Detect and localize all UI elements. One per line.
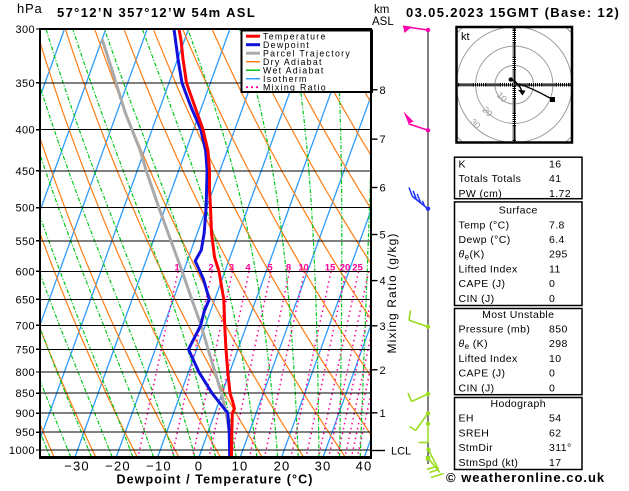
svg-text:8: 8	[286, 263, 291, 274]
svg-text:6.4: 6.4	[549, 234, 565, 246]
svg-text:kt: kt	[461, 31, 470, 43]
svg-text:Most Unstable: Most Unstable	[482, 309, 554, 321]
svg-text:0: 0	[195, 459, 203, 474]
svg-text:600: 600	[15, 266, 35, 278]
svg-text:Wet Adiabat: Wet Adiabat	[263, 65, 325, 75]
svg-text:CAPE (J): CAPE (J)	[459, 368, 506, 380]
svg-text:Parcel Trajectory: Parcel Trajectory	[263, 48, 351, 58]
svg-text:700: 700	[15, 320, 35, 332]
svg-text:hPa: hPa	[17, 1, 43, 16]
svg-text:03.05.2023 15GMT (Base: 12): 03.05.2023 15GMT (Base: 12)	[406, 5, 620, 20]
svg-text:400: 400	[15, 125, 35, 137]
svg-text:450: 450	[15, 166, 35, 178]
svg-text:850: 850	[549, 324, 568, 336]
svg-text:Lifted Index: Lifted Index	[459, 353, 518, 365]
svg-text:K: K	[459, 159, 466, 171]
svg-text:850: 850	[15, 388, 35, 400]
svg-text:0: 0	[549, 278, 555, 290]
svg-text:Dewpoint / Temperature (°C): Dewpoint / Temperature (°C)	[117, 473, 314, 487]
svg-text:16: 16	[549, 159, 561, 171]
svg-text:4: 4	[380, 276, 386, 288]
svg-text:4: 4	[245, 263, 251, 274]
svg-text:750: 750	[15, 344, 35, 356]
svg-text:θe(K): θe(K)	[459, 249, 485, 262]
svg-text:Totals Totals: Totals Totals	[459, 173, 522, 185]
svg-text:−10: −10	[146, 459, 172, 474]
svg-text:Mixing Ratio (g/kg): Mixing Ratio (g/kg)	[385, 233, 399, 354]
svg-text:350: 350	[15, 78, 35, 90]
svg-text:900: 900	[15, 408, 35, 420]
svg-text:7.8: 7.8	[549, 219, 565, 231]
svg-text:Surface: Surface	[499, 205, 538, 217]
svg-text:300: 300	[15, 24, 35, 36]
svg-text:57°12’N 357°12’W 54m ASL: 57°12’N 357°12’W 54m ASL	[57, 5, 256, 20]
svg-text:15: 15	[325, 263, 336, 274]
svg-text:800: 800	[15, 367, 35, 379]
svg-text:7: 7	[380, 134, 386, 146]
svg-text:20: 20	[274, 459, 291, 474]
svg-text:0: 0	[549, 293, 555, 305]
svg-text:550: 550	[15, 236, 35, 248]
svg-text:Hodograph: Hodograph	[490, 398, 546, 410]
svg-text:−30: −30	[64, 459, 90, 474]
svg-text:km: km	[374, 4, 389, 16]
svg-text:17: 17	[549, 457, 561, 469]
svg-text:EH: EH	[459, 413, 474, 425]
svg-text:25: 25	[352, 263, 363, 274]
svg-text:30: 30	[468, 117, 482, 131]
svg-text:20: 20	[340, 263, 351, 274]
svg-text:1.72: 1.72	[549, 188, 571, 200]
svg-text:650: 650	[15, 294, 35, 306]
svg-text:0: 0	[549, 368, 555, 380]
svg-text:ASL: ASL	[372, 16, 394, 28]
svg-text:1: 1	[174, 263, 180, 274]
svg-text:40: 40	[356, 459, 373, 474]
svg-text:0: 0	[549, 382, 555, 394]
svg-text:CIN (J): CIN (J)	[459, 382, 495, 394]
svg-text:1: 1	[380, 408, 386, 420]
svg-text:950: 950	[15, 427, 35, 439]
svg-text:11: 11	[549, 263, 561, 275]
svg-text:3: 3	[380, 321, 386, 333]
svg-text:54: 54	[549, 413, 561, 425]
svg-text:295: 295	[549, 249, 568, 261]
svg-text:5: 5	[267, 263, 273, 274]
svg-text:Temperature: Temperature	[263, 31, 327, 41]
svg-text:500: 500	[15, 203, 35, 215]
svg-text:Pressure (mb): Pressure (mb)	[459, 324, 531, 336]
svg-text:Isotherm: Isotherm	[263, 74, 308, 84]
svg-text:Temp (°C): Temp (°C)	[459, 219, 510, 231]
svg-text:311°: 311°	[549, 442, 572, 454]
svg-text:10: 10	[549, 353, 561, 365]
svg-text:Dewpoint: Dewpoint	[263, 40, 310, 50]
svg-text:8: 8	[380, 85, 386, 97]
svg-text:41: 41	[549, 173, 561, 185]
svg-text:Lifted Index: Lifted Index	[459, 263, 518, 275]
svg-text:Dewp (°C): Dewp (°C)	[459, 234, 511, 246]
svg-text:10: 10	[232, 459, 249, 474]
svg-text:2: 2	[380, 365, 386, 377]
svg-text:1000: 1000	[9, 445, 35, 457]
svg-text:6: 6	[380, 183, 386, 195]
svg-text:Mixing Ratio: Mixing Ratio	[263, 82, 327, 92]
svg-text:StmDir: StmDir	[459, 442, 494, 454]
svg-text:PW (cm): PW (cm)	[459, 188, 503, 200]
svg-text:© weatheronline.co.uk: © weatheronline.co.uk	[446, 470, 605, 485]
svg-text:θe (K): θe (K)	[459, 338, 488, 351]
svg-text:CAPE (J): CAPE (J)	[459, 278, 506, 290]
svg-text:298: 298	[549, 338, 568, 350]
svg-text:CIN (J): CIN (J)	[459, 293, 495, 305]
svg-text:Dry Adiabat: Dry Adiabat	[263, 57, 323, 67]
svg-text:3: 3	[229, 263, 234, 274]
svg-text:62: 62	[549, 427, 561, 439]
svg-text:LCL: LCL	[391, 446, 411, 458]
svg-text:−20: −20	[105, 459, 131, 474]
svg-text:StmSpd (kt): StmSpd (kt)	[459, 457, 519, 469]
svg-text:5: 5	[380, 230, 386, 242]
svg-text:10: 10	[298, 263, 309, 274]
svg-text:2: 2	[208, 263, 213, 274]
svg-text:SREH: SREH	[459, 427, 490, 439]
svg-text:30: 30	[315, 459, 332, 474]
